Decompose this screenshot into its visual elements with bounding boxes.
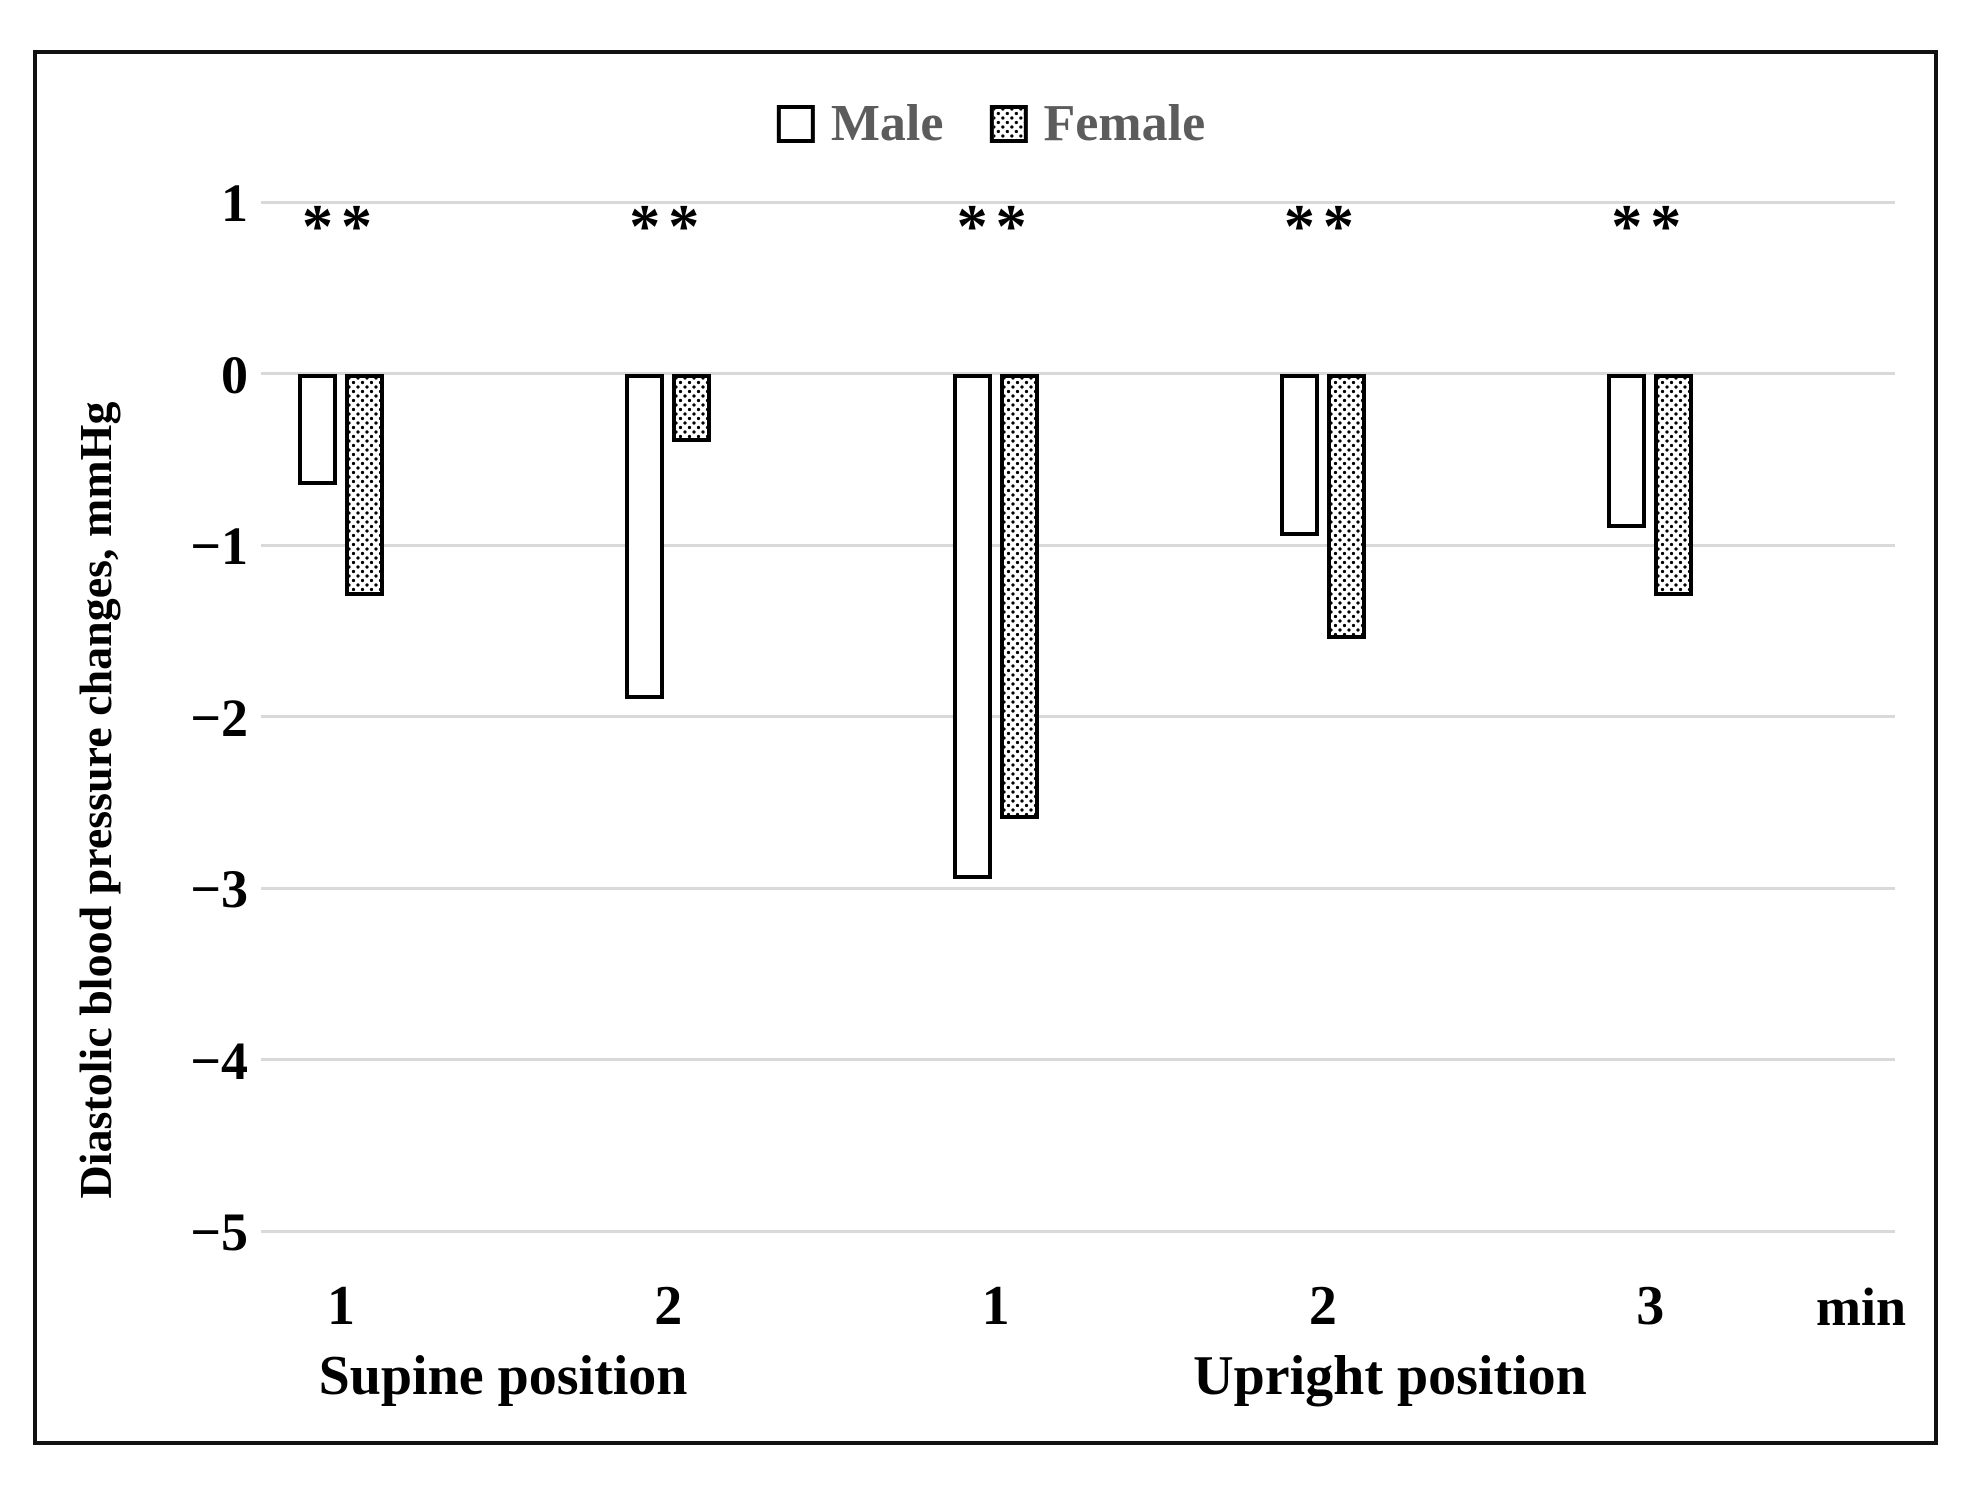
- x-tick-label: 1: [981, 1275, 1010, 1337]
- legend-label-female: Female: [1043, 95, 1206, 152]
- significance-marker: **: [629, 193, 708, 261]
- y-tick-label: −1: [190, 516, 248, 576]
- significance-marker: **: [1611, 193, 1690, 261]
- significance-marker: **: [956, 193, 1035, 261]
- y-tick-label: 0: [221, 344, 248, 405]
- bar-male-group-2: [625, 373, 665, 700]
- gridline-y-−1: [261, 543, 1895, 547]
- group-label-upright: Upright position: [1193, 1345, 1587, 1407]
- male-swatch-icon: [776, 105, 815, 143]
- x-tick-label: 3: [1636, 1275, 1665, 1337]
- bar-female-group-5: [1654, 373, 1694, 597]
- gridline-y-−2: [261, 715, 1895, 718]
- legend-item-male: Male: [776, 95, 944, 152]
- y-tick-label: 1: [221, 173, 248, 233]
- y-tick-label: −2: [190, 687, 248, 748]
- gridline-y-−5: [261, 1229, 1895, 1233]
- bar-male-group-3: [952, 373, 992, 880]
- x-tick-label: 1: [327, 1275, 355, 1337]
- bar-female-group-2: [672, 373, 712, 443]
- gridline-y-0: [261, 372, 1895, 375]
- legend-item-female: Female: [989, 98, 1205, 150]
- gridline-y-−4: [261, 1058, 1895, 1061]
- bar-female-group-3: [999, 373, 1039, 820]
- bar-male-group-5: [1607, 373, 1647, 528]
- x-tick-label: 2: [1308, 1275, 1337, 1337]
- bar-female-group-1: [345, 373, 384, 597]
- y-tick-label: −4: [190, 1030, 248, 1091]
- group-label-supine: Supine position: [318, 1345, 688, 1407]
- female-swatch-icon: [989, 105, 1028, 143]
- significance-marker: **: [302, 193, 380, 261]
- gridline-y-1: [261, 200, 1895, 204]
- legend-label-male: Male: [830, 95, 944, 152]
- bar-female-group-4: [1326, 373, 1366, 640]
- y-tick-label: −3: [190, 859, 248, 919]
- significance-marker: **: [1283, 193, 1362, 261]
- gridline-y-−3: [261, 886, 1895, 890]
- bar-male-group-1: [298, 373, 337, 485]
- y-tick-label: −5: [190, 1202, 248, 1262]
- x-axis-unit-label: min: [1815, 1277, 1907, 1337]
- bar-male-group-4: [1279, 373, 1319, 537]
- y-axis-title: Diastolic blood pressure changes, mmHg: [70, 401, 121, 1199]
- x-tick-label: 2: [654, 1275, 683, 1337]
- chart-legend: Male Female: [776, 95, 1205, 152]
